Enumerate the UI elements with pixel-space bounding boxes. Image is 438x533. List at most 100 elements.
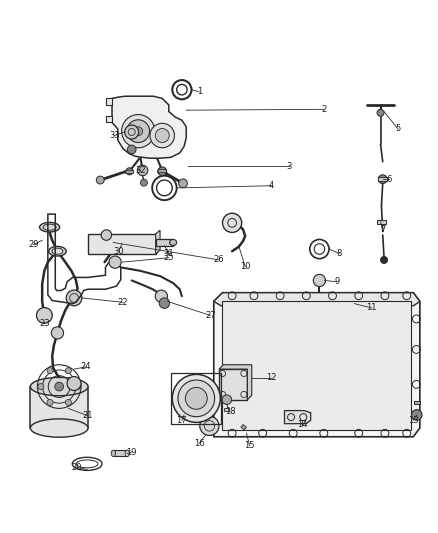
Circle shape xyxy=(185,387,207,409)
Text: 3: 3 xyxy=(286,161,292,171)
Text: 8: 8 xyxy=(336,249,342,258)
Circle shape xyxy=(377,109,384,116)
Ellipse shape xyxy=(39,222,60,232)
Circle shape xyxy=(36,308,52,323)
Text: 6: 6 xyxy=(387,175,392,184)
Circle shape xyxy=(109,256,121,268)
Polygon shape xyxy=(155,239,173,246)
Ellipse shape xyxy=(170,239,177,246)
Text: 18: 18 xyxy=(225,407,235,416)
Circle shape xyxy=(55,382,64,391)
Text: 17: 17 xyxy=(177,416,187,425)
Circle shape xyxy=(47,399,53,406)
Circle shape xyxy=(178,380,215,417)
Text: 32: 32 xyxy=(135,166,146,175)
Circle shape xyxy=(51,327,64,339)
Text: 7: 7 xyxy=(380,225,385,234)
Circle shape xyxy=(74,384,81,390)
Circle shape xyxy=(172,374,220,422)
Text: 21: 21 xyxy=(83,411,93,421)
Text: 16: 16 xyxy=(194,439,205,448)
Circle shape xyxy=(67,376,81,391)
Polygon shape xyxy=(157,169,167,173)
Text: 10: 10 xyxy=(240,262,251,271)
Circle shape xyxy=(378,175,387,183)
Ellipse shape xyxy=(30,377,88,395)
Ellipse shape xyxy=(30,419,88,437)
Polygon shape xyxy=(155,230,160,254)
Circle shape xyxy=(155,290,167,302)
Text: 11: 11 xyxy=(367,303,377,312)
Text: 33: 33 xyxy=(109,131,120,140)
Circle shape xyxy=(155,128,169,142)
Polygon shape xyxy=(414,401,420,403)
Circle shape xyxy=(412,410,422,420)
Circle shape xyxy=(122,115,155,148)
Polygon shape xyxy=(30,386,88,428)
Circle shape xyxy=(65,368,71,374)
Polygon shape xyxy=(377,220,386,224)
Circle shape xyxy=(125,125,139,139)
Circle shape xyxy=(127,145,136,154)
Text: 24: 24 xyxy=(81,362,91,372)
Circle shape xyxy=(65,399,71,406)
Polygon shape xyxy=(219,365,252,400)
Polygon shape xyxy=(214,293,420,306)
Circle shape xyxy=(38,309,51,322)
Polygon shape xyxy=(113,450,127,456)
Polygon shape xyxy=(378,177,387,181)
Text: 1: 1 xyxy=(197,87,202,96)
Circle shape xyxy=(222,395,232,405)
Text: 22: 22 xyxy=(118,298,128,307)
Circle shape xyxy=(150,123,174,148)
Circle shape xyxy=(179,179,187,188)
Circle shape xyxy=(223,213,242,232)
Text: 30: 30 xyxy=(113,247,124,256)
Ellipse shape xyxy=(111,450,116,457)
Text: 23: 23 xyxy=(39,319,49,328)
Polygon shape xyxy=(106,99,112,105)
Polygon shape xyxy=(224,408,230,410)
Circle shape xyxy=(96,176,104,184)
Text: 29: 29 xyxy=(28,240,39,249)
Circle shape xyxy=(127,120,150,142)
Circle shape xyxy=(138,165,148,176)
Circle shape xyxy=(134,127,143,135)
Circle shape xyxy=(38,384,44,390)
Circle shape xyxy=(141,179,148,186)
Text: 14: 14 xyxy=(297,420,307,429)
Ellipse shape xyxy=(125,450,130,457)
Circle shape xyxy=(158,167,166,176)
Text: 27: 27 xyxy=(205,311,215,320)
Text: 4: 4 xyxy=(269,181,274,190)
Text: 15: 15 xyxy=(244,441,255,450)
Text: 20: 20 xyxy=(72,463,82,472)
Circle shape xyxy=(101,230,112,240)
Text: 26: 26 xyxy=(214,255,224,264)
Polygon shape xyxy=(112,96,186,158)
Circle shape xyxy=(126,168,133,175)
Text: 5: 5 xyxy=(396,125,401,133)
Polygon shape xyxy=(106,116,112,123)
Circle shape xyxy=(66,290,82,306)
Text: 12: 12 xyxy=(266,373,277,382)
Text: 19: 19 xyxy=(127,448,137,457)
Text: 9: 9 xyxy=(334,277,339,286)
Polygon shape xyxy=(241,425,247,430)
Circle shape xyxy=(381,256,388,263)
Polygon shape xyxy=(214,293,420,437)
Circle shape xyxy=(313,274,325,287)
Polygon shape xyxy=(219,369,247,400)
Polygon shape xyxy=(223,302,411,430)
Text: 2: 2 xyxy=(321,105,326,114)
Circle shape xyxy=(200,416,219,435)
Circle shape xyxy=(159,298,170,309)
Polygon shape xyxy=(285,410,311,424)
Text: 31: 31 xyxy=(163,249,174,258)
Ellipse shape xyxy=(49,246,66,256)
Polygon shape xyxy=(125,169,133,173)
Circle shape xyxy=(47,368,53,374)
Text: 25: 25 xyxy=(163,253,174,262)
Text: 13: 13 xyxy=(408,416,419,425)
Polygon shape xyxy=(88,234,155,254)
